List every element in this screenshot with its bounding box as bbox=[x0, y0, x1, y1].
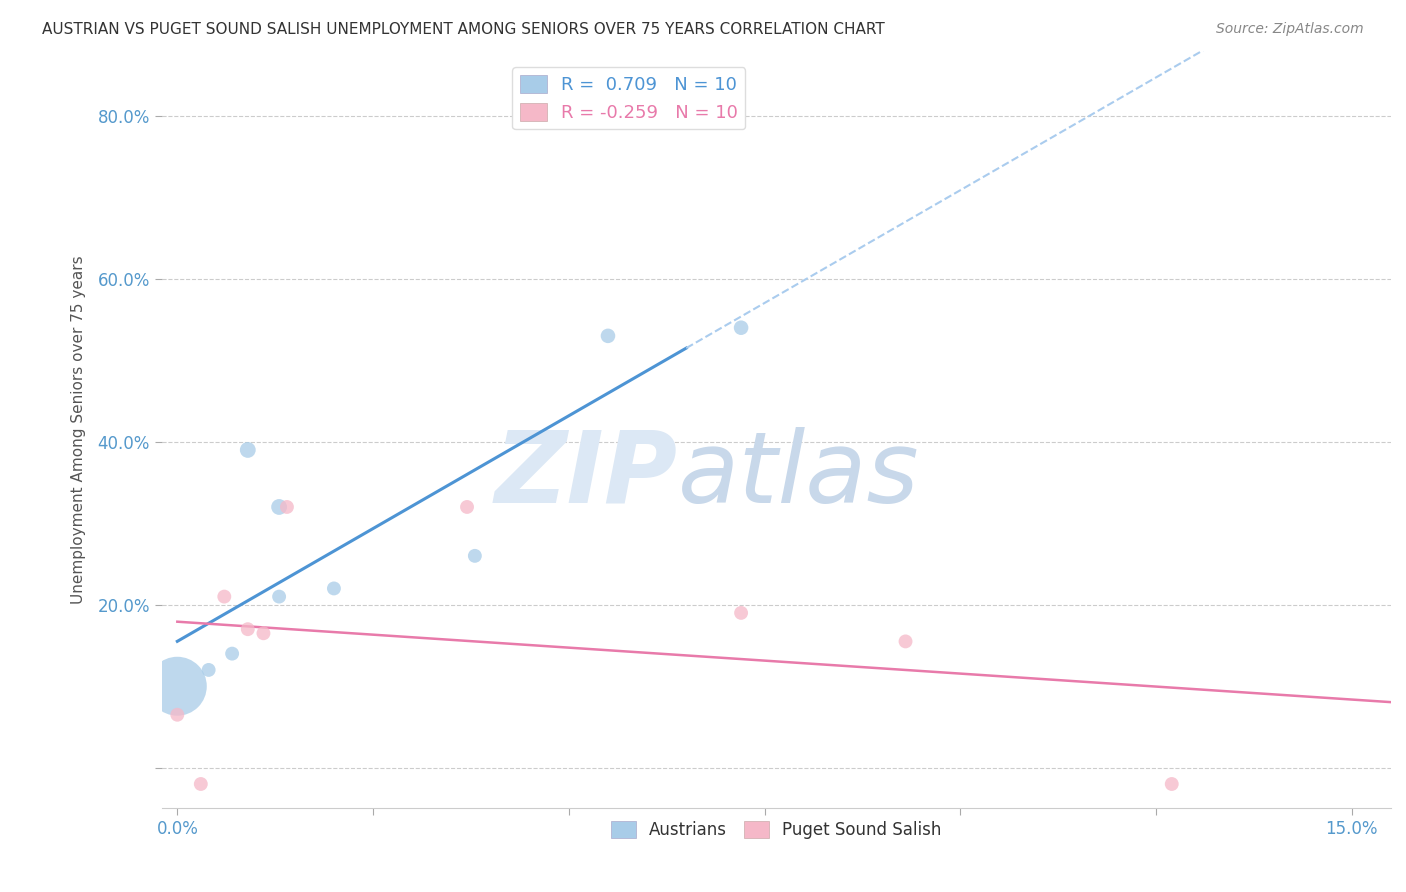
Point bbox=[214, 590, 236, 604]
Point bbox=[197, 663, 219, 677]
Point bbox=[252, 626, 274, 640]
Point bbox=[596, 329, 619, 343]
Point bbox=[236, 622, 259, 636]
Point bbox=[894, 634, 917, 648]
Point bbox=[269, 590, 291, 604]
Legend: Austrians, Puget Sound Salish: Austrians, Puget Sound Salish bbox=[605, 814, 949, 846]
Point bbox=[236, 442, 259, 457]
Point bbox=[322, 582, 344, 596]
Point bbox=[166, 679, 188, 693]
Text: ZIP: ZIP bbox=[495, 426, 678, 524]
Y-axis label: Unemployment Among Seniors over 75 years: Unemployment Among Seniors over 75 years bbox=[72, 255, 86, 604]
Point bbox=[456, 500, 478, 514]
Text: AUSTRIAN VS PUGET SOUND SALISH UNEMPLOYMENT AMONG SENIORS OVER 75 YEARS CORRELAT: AUSTRIAN VS PUGET SOUND SALISH UNEMPLOYM… bbox=[42, 22, 884, 37]
Point bbox=[464, 549, 486, 563]
Point bbox=[269, 500, 291, 514]
Text: atlas: atlas bbox=[678, 426, 920, 524]
Point bbox=[1160, 777, 1182, 791]
Point bbox=[730, 606, 752, 620]
Point bbox=[221, 647, 243, 661]
Text: Source: ZipAtlas.com: Source: ZipAtlas.com bbox=[1216, 22, 1364, 37]
Point bbox=[730, 320, 752, 334]
Point bbox=[166, 707, 188, 722]
Point bbox=[190, 777, 212, 791]
Point bbox=[276, 500, 298, 514]
